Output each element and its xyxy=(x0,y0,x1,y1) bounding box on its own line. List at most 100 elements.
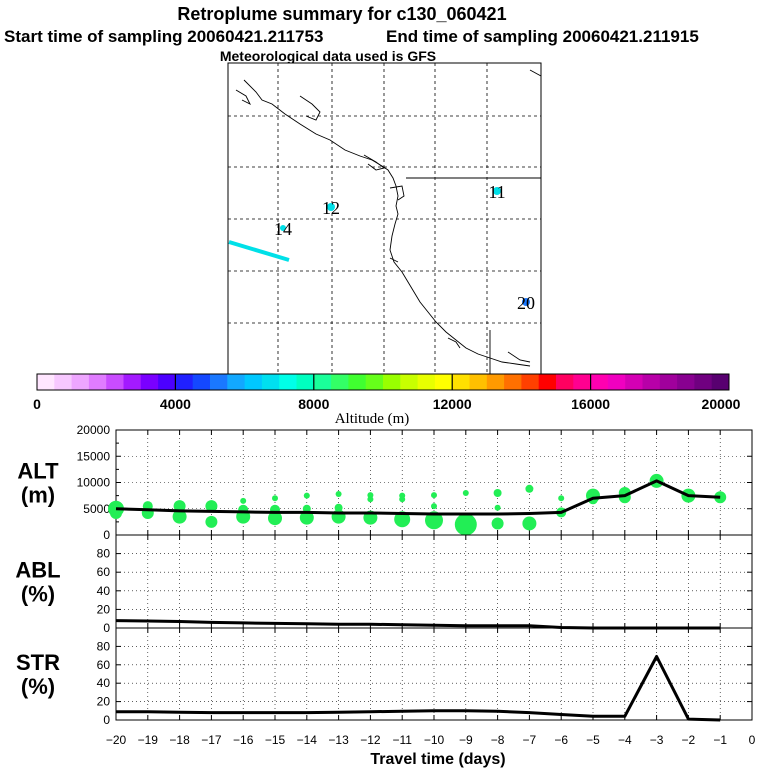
colorbar-title: Altitude (m) xyxy=(335,411,410,427)
x-tick-label: −3 xyxy=(650,733,664,747)
colorbar-tick-labels: 0 4000 8000 12000 16000 20000 xyxy=(33,396,741,412)
colorbar-tick-0: 0 xyxy=(33,396,41,412)
altitude-bubble xyxy=(335,491,342,498)
page-title: Retroplume summary for c130_060421 xyxy=(177,4,506,24)
altitude-bubble xyxy=(494,504,501,511)
x-tick-label: −13 xyxy=(328,733,349,747)
x-tick-label: −6 xyxy=(554,733,568,747)
map-marker-dot xyxy=(280,225,286,231)
met-data-text: Meteorological data used is GFS xyxy=(220,48,436,64)
y-axis-label: ALT xyxy=(17,459,59,484)
x-tick-label: −20 xyxy=(106,733,127,747)
x-tick-label: −11 xyxy=(392,733,412,747)
y-tick-label: 10000 xyxy=(77,476,111,490)
y-tick-label: 0 xyxy=(103,713,110,727)
y-axis-unit: (%) xyxy=(21,674,55,699)
colorbar-cell xyxy=(711,374,730,390)
x-tick-label: −16 xyxy=(233,733,254,747)
colorbar-cell xyxy=(331,374,349,390)
series-line-alt xyxy=(115,479,721,516)
x-tick-label: −1 xyxy=(713,733,727,747)
altitude-bubble xyxy=(173,500,186,513)
coastline xyxy=(235,69,542,374)
colorbar-cell xyxy=(244,374,263,390)
altitude-bubble xyxy=(172,509,187,524)
colorbar-cell xyxy=(452,374,470,390)
y-tick-label: 15000 xyxy=(77,449,111,463)
end-time-text: End time of sampling 20060421.211915 xyxy=(386,27,699,46)
map-marker-dot xyxy=(327,203,335,211)
colorbar-tick-16000: 16000 xyxy=(571,396,610,412)
colorbar-cell xyxy=(694,374,713,390)
map-gridlines xyxy=(228,63,541,374)
altitude-bubble xyxy=(431,503,437,510)
colorbar-cell xyxy=(106,374,124,390)
colorbar-cell xyxy=(140,374,159,390)
altitude-bubble xyxy=(558,495,565,502)
colorbar-cell xyxy=(313,374,332,390)
y-tick-label: 80 xyxy=(97,547,111,561)
x-tick-label: −7 xyxy=(523,733,537,747)
x-tick-label: −12 xyxy=(360,733,381,747)
map-marker-dot xyxy=(522,298,530,306)
colorbar-cell xyxy=(677,374,695,390)
colorbar-cell xyxy=(400,374,419,390)
map-label-day11: 11 xyxy=(488,182,505,202)
y-axis-label: STR xyxy=(16,650,60,675)
colorbar-cell xyxy=(625,374,643,390)
altitude-bubble xyxy=(522,516,537,531)
map-marker-dot xyxy=(493,187,501,195)
colorbar-cell xyxy=(383,374,401,390)
series-line-str xyxy=(116,655,721,722)
altitude-bubble xyxy=(205,500,218,513)
x-tick-label: −10 xyxy=(424,733,445,747)
altitude-bubble xyxy=(299,510,314,525)
plume-trajectory-segment xyxy=(228,240,290,262)
colorbar-cell xyxy=(521,374,540,390)
colorbar-cell xyxy=(37,374,55,390)
colorbar-tick-20000: 20000 xyxy=(702,396,741,412)
panel-frame xyxy=(115,627,753,721)
y-tick-label: 20 xyxy=(97,602,111,616)
y-tick-label: 80 xyxy=(97,639,111,653)
y-axis-unit: (%) xyxy=(21,582,55,607)
colorbar-frame xyxy=(36,373,730,391)
colorbar-cell xyxy=(504,374,522,390)
altitude-bubble xyxy=(272,495,278,502)
y-tick-label: 0 xyxy=(103,621,110,635)
colorbar-cell xyxy=(261,374,280,390)
start-time-text: Start time of sampling 20060421.211753 xyxy=(4,27,323,46)
y-tick-label: 20 xyxy=(97,695,111,709)
colorbar-tick-4000: 4000 xyxy=(160,396,191,412)
x-tick-label: −4 xyxy=(618,733,632,747)
altitude-colorbar: 0 4000 8000 12000 16000 20000 Altitude (… xyxy=(33,373,741,427)
y-tick-label: 40 xyxy=(97,676,111,690)
y-tick-label: 0 xyxy=(103,528,110,542)
colorbar-cell xyxy=(192,374,211,390)
x-tick-label: −17 xyxy=(201,733,222,747)
panel-alt: 0 5000 10000 15000 20000 ALT(m) xyxy=(17,423,753,542)
altitude-bubble xyxy=(462,490,469,496)
altitude-bubble xyxy=(302,504,311,513)
x-tick-label: −8 xyxy=(491,733,505,747)
map-marker-day14: 14 xyxy=(274,219,292,239)
x-tick-label: −19 xyxy=(138,733,159,747)
map-label-day14: 14 xyxy=(274,219,292,239)
time-series-panels: 05000100001500020000ALT(m)020406080ABL(%… xyxy=(15,423,755,768)
altitude-bubble xyxy=(268,511,282,526)
colorbar-cell xyxy=(556,374,574,390)
colorbar-cell xyxy=(123,374,142,390)
colorbar-cell xyxy=(573,374,592,390)
colorbar-cell xyxy=(434,374,453,390)
x-tick-label: 0 xyxy=(749,733,756,747)
colorbar-cell xyxy=(365,374,384,390)
altitude-bubble xyxy=(394,511,411,528)
x-tick-label: −9 xyxy=(459,733,473,747)
colorbar-cell xyxy=(642,374,661,390)
colorbar-cell xyxy=(158,374,176,390)
altitude-bubble xyxy=(367,496,374,503)
map-label-day12: 12 xyxy=(322,198,340,218)
map-label-day20: 20 xyxy=(517,293,535,313)
y-tick-label: 20000 xyxy=(77,423,111,437)
